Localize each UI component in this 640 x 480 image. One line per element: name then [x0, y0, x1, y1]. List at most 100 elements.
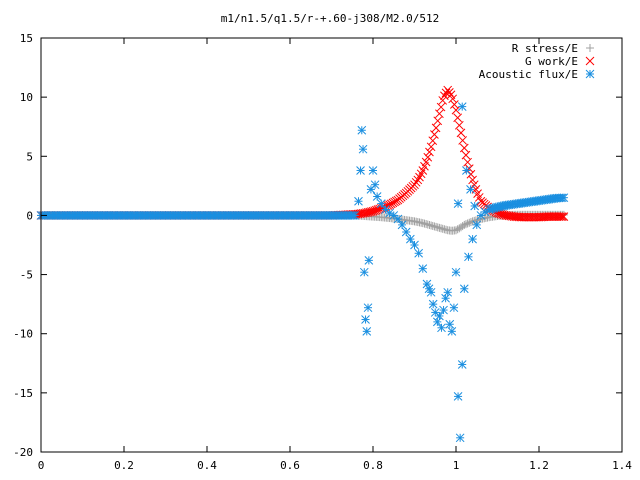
data-point: [556, 212, 565, 221]
y-tick-label: -10: [13, 328, 33, 341]
data-point: [363, 303, 373, 313]
y-tick-label: 0: [26, 209, 33, 222]
data-point: [451, 105, 461, 115]
data-point: [414, 248, 424, 258]
data-point: [469, 180, 479, 190]
data-point: [468, 175, 477, 185]
data-point: [448, 94, 458, 104]
data-point: [432, 317, 442, 327]
data-point: [457, 102, 467, 111]
legend-label: G work/E: [525, 55, 578, 68]
data-point: [405, 234, 415, 244]
legend-marker: [585, 56, 595, 66]
data-point: [458, 222, 467, 231]
x-tick-label: 0.2: [114, 459, 134, 472]
data-point: [354, 196, 363, 206]
data-point: [356, 166, 365, 175]
data-point: [437, 323, 446, 333]
data-point: [436, 102, 446, 112]
data-point: [358, 144, 368, 154]
data-point: [470, 201, 480, 211]
data-point: [431, 123, 441, 133]
series-star: [36, 102, 569, 443]
data-point: [457, 360, 467, 369]
data-point: [459, 284, 469, 294]
data-point: [401, 227, 411, 237]
data-point: [451, 267, 461, 277]
data-point: [426, 142, 436, 152]
y-tick-label: -20: [13, 446, 33, 459]
data-point: [480, 207, 490, 217]
data-point: [368, 206, 378, 216]
data-point: [428, 299, 438, 309]
data-point: [418, 264, 428, 274]
data-point: [362, 326, 372, 336]
axis-ticks: 0 0.2 0.4 0.6 0.8 1 1.2 1.4 -20 -15 -10 -5 0 5 10 15: [13, 32, 632, 472]
data-point: [361, 315, 370, 324]
plot-frame: [40, 37, 623, 453]
legend-marker: [586, 44, 594, 52]
data-point: [559, 212, 569, 221]
y-tick-label: -5: [20, 269, 33, 282]
legend-label: R stress/E: [512, 42, 578, 55]
data-point: [364, 256, 374, 265]
data-point: [498, 210, 507, 219]
data-point: [449, 303, 459, 313]
data-point: [461, 150, 471, 160]
data-point: [426, 287, 436, 297]
x-tick-label: 1.4: [612, 459, 632, 472]
data-point: [362, 208, 371, 218]
y-tick-label: 10: [20, 91, 33, 104]
data-point: [363, 207, 373, 217]
x-tick-label: 1.2: [529, 459, 549, 472]
data-point: [459, 143, 469, 153]
x-tick-label: 0: [38, 459, 45, 472]
data-point: [466, 169, 476, 179]
data-point: [422, 279, 432, 289]
data-point: [428, 136, 438, 146]
data-point: [360, 208, 370, 218]
data-point: [458, 136, 467, 145]
data-point: [423, 152, 433, 162]
data-point: [452, 226, 460, 235]
data-point: [373, 205, 383, 214]
data-point: [365, 207, 375, 217]
data-point: [350, 211, 360, 220]
data-point: [559, 193, 569, 203]
data-point: [433, 116, 443, 126]
data-point: [460, 220, 469, 229]
data-point: [461, 220, 470, 229]
data-point: [465, 218, 474, 227]
x-tick-label: 0.8: [363, 459, 383, 472]
data-point: [357, 125, 367, 135]
data-point: [441, 293, 450, 303]
data-point: [425, 147, 434, 157]
data-point: [557, 212, 567, 221]
data-point: [456, 128, 466, 138]
data-point: [445, 319, 455, 329]
data-point: [371, 205, 381, 215]
data-point: [438, 96, 448, 105]
data-point: [439, 305, 448, 315]
y-tick-label: 15: [20, 32, 33, 45]
data-point: [393, 214, 403, 224]
data-point: [410, 240, 419, 250]
data-point: [453, 199, 463, 208]
data-point: [454, 120, 464, 130]
data-point: [468, 234, 477, 244]
data-point: [449, 100, 459, 109]
x-tick-label: 0.6: [280, 459, 300, 472]
data-point: [372, 192, 382, 201]
data-point: [430, 130, 439, 139]
x-tick-label: 1: [453, 459, 460, 472]
y-tick-label: -15: [13, 387, 33, 400]
plot-marks: [36, 85, 569, 443]
data-point: [359, 267, 369, 277]
y-tick-label: 5: [26, 150, 33, 163]
data-point: [421, 157, 431, 167]
data-point: [447, 326, 457, 336]
data-point: [376, 199, 386, 208]
data-point: [453, 225, 462, 234]
data-point: [466, 185, 475, 194]
